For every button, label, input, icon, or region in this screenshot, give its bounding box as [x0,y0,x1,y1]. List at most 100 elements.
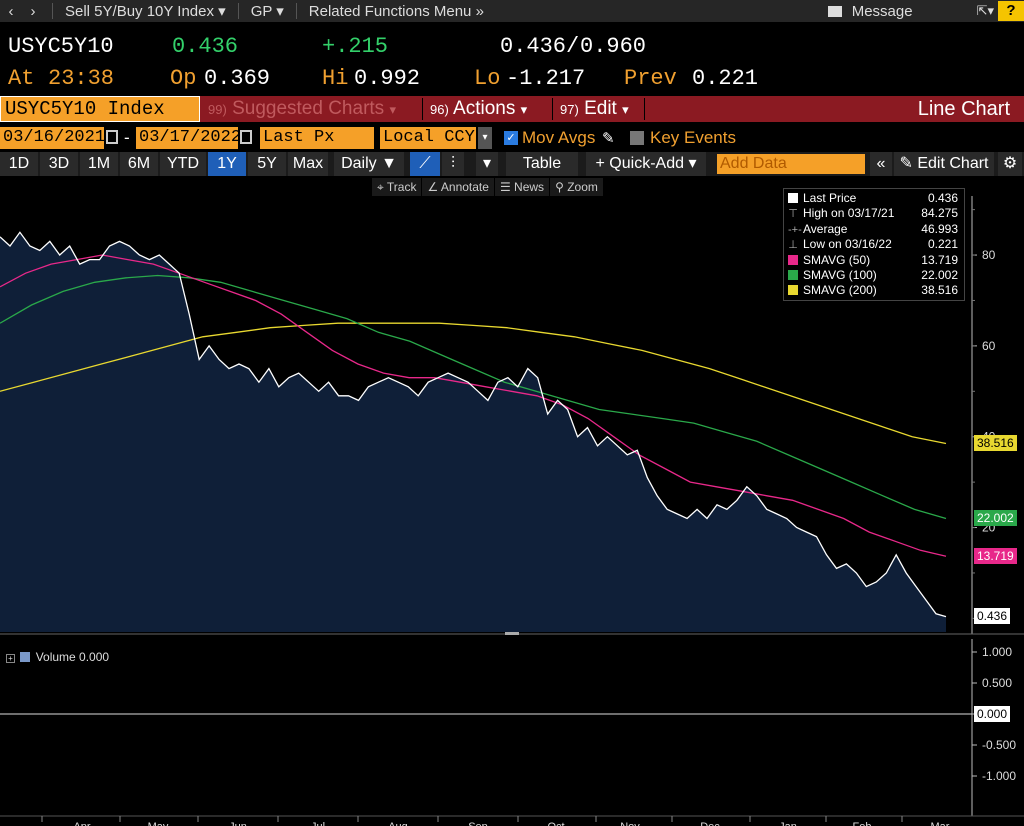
legend-high: ⊤ High on 03/17/21 84.275 [788,206,960,221]
edit-chart-button[interactable]: ✎ Edit Chart [894,152,994,176]
last-value-tag: 0.436 [974,608,1011,625]
track-tool[interactable]: ⌖ Track [372,178,422,196]
x-month-label: Oct [547,821,564,826]
chevron-down-icon[interactable]: ▾ [478,127,492,149]
dropdown-icon: ▾ [520,102,528,117]
period-select[interactable]: Daily ▼ [334,152,404,176]
legend-label: Average [803,221,848,236]
chevron-down-icon[interactable]: ▾ [476,152,498,176]
x-month-label: Mar [931,821,950,826]
news-tool[interactable]: ☰ News [494,178,550,196]
x-month-label: Jun [229,821,247,826]
legend-value: 0.221 [927,237,958,252]
range-button-1m[interactable]: 1M [80,152,118,176]
mov-avgs-checkbox[interactable]: ✓ [504,131,518,145]
time-label: At [8,66,35,91]
mov-avgs-label: Mov Avgs [522,128,596,147]
legend-sma100: SMAVG (100) 22.002 [788,268,960,283]
high-label: Hi [322,66,349,91]
back-button[interactable]: ‹ [8,2,14,20]
table-button[interactable]: Table [506,152,578,176]
pencil-icon[interactable]: ✎ [602,130,615,147]
x-month-label: Apr [73,821,90,826]
collapse-button[interactable]: « [870,152,892,176]
legend-swatch [788,269,798,280]
end-date-input[interactable]: 03/17/2022 [136,127,241,149]
key-events-checkbox[interactable] [630,131,644,145]
currency-select[interactable]: Local CCY [380,127,476,149]
actions-button[interactable]: 96) Actions ▾ [430,96,527,122]
range-button-6m[interactable]: 6M [120,152,158,176]
pencil-icon: ✎ [899,155,913,172]
range-button-max[interactable]: Max [288,152,328,176]
calendar-icon[interactable] [240,130,252,144]
news-label: News [514,180,545,194]
chart-legend[interactable]: Last Price 0.436 ⊤ High on 03/17/21 84.275 … [783,188,965,301]
date-options-bar: 03/16/2021 - 03/17/2022 Last Px Local CC… [0,127,1024,149]
command-bar: USYC5Y10 Index 99) Suggested Charts ▾ 96… [0,96,1024,122]
volume-tick-label: -1.000 [982,769,1016,783]
legend-swatch [788,285,798,296]
security-title-menu[interactable]: Sell 5Y/Buy 10Y Index ▾ [65,3,226,20]
price-line [0,231,947,618]
volume-label: Volume 0.000 [35,650,110,664]
divider [52,3,53,19]
legend-low: ⊥ Low on 03/16/22 0.221 [788,237,960,252]
annotate-tool[interactable]: ∠ Annotate [422,178,494,196]
high-value: 0.992 [354,66,421,91]
edit-button[interactable]: 97) Edit ▾ [560,96,629,122]
x-month-label: Jul [311,821,325,826]
volume-legend[interactable]: + Volume 0.000 [6,650,110,664]
top-nav-bar: ‹ › Sell 5Y/Buy 10Y Index ▾ GP ▾ Related… [0,0,1024,22]
double-chevron-icon: » [475,2,484,20]
legend-sma200: SMAVG (200) 38.516 [788,283,960,298]
range-button-1y[interactable]: 1Y [208,152,246,176]
export-icon[interactable]: ⇱▾ [976,3,994,18]
date-range-dash: - [124,128,130,147]
range-button-5y[interactable]: 5Y [248,152,286,176]
legend-sma50: SMAVG (50) 13.719 [788,253,960,268]
zoom-tool[interactable]: ⚲ Zoom [550,178,603,196]
add-data-input[interactable]: Add Data [717,154,865,174]
message-button[interactable]: Message [851,2,913,20]
forward-button[interactable]: › [30,2,36,20]
field-select[interactable]: Last Px [260,127,374,149]
line-chart-icon[interactable]: ⟋ [410,152,440,176]
prev-value: 0.221 [692,66,759,91]
calendar-icon[interactable] [106,130,118,144]
chart-tools: ⌖ Track ∠ Annotate ☰ News ⚲ Zoom [372,178,604,196]
bid-ask-separator: / [566,34,580,59]
low-label: Lo [474,66,501,91]
expand-icon[interactable]: + [6,654,15,663]
range-bar: 1D 3D 1M 6M YTD 1Y 5Y Max Daily ▼ ⟋ ⫶ ▾ Table +… [0,152,1024,176]
related-functions-menu[interactable]: Related Functions Menu » [305,3,488,20]
volume-swatch [20,652,31,662]
last-value-tag: 22.002 [974,510,1017,527]
security-input[interactable]: USYC5Y10 Index [0,96,200,122]
function-menu[interactable]: GP ▾ [250,3,284,20]
legend-value: 13.719 [921,252,958,267]
candlestick-icon[interactable]: ⫶ [442,152,464,176]
net-change: +.215 [322,34,389,59]
legend-last-price: Last Price 0.436 [788,191,960,206]
divider [295,3,297,19]
last-value-tag: 38.516 [974,435,1017,452]
last-price: 0.436 [172,34,239,59]
panel-resize-handle[interactable] [505,632,519,635]
divider [644,98,645,120]
actions-num: 96) [430,102,449,117]
actions-label: Actions [453,98,516,119]
quick-add-button[interactable]: + Quick-Add ▾ [586,152,706,176]
range-button-3d[interactable]: 3D [40,152,78,176]
range-button-ytd[interactable]: YTD [160,152,206,176]
start-date-input[interactable]: 03/16/2021 [0,127,105,149]
help-button[interactable]: ? [998,1,1024,21]
x-month-label: Dec [700,821,720,826]
low-marker-icon: ⊥ [788,239,798,252]
x-month-label: Sep [468,821,488,826]
suggested-charts-button[interactable]: 99) Suggested Charts ▾ [208,96,396,122]
open-label: Op [170,66,197,91]
range-button-1d[interactable]: 1D [0,152,38,176]
gear-icon[interactable]: ⚙ [998,152,1022,176]
